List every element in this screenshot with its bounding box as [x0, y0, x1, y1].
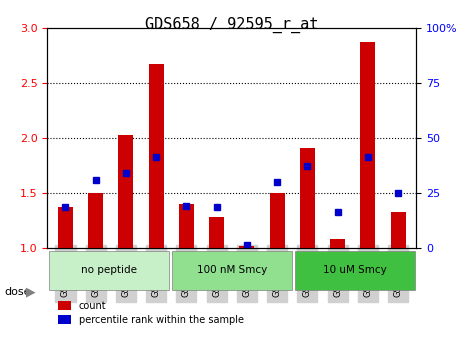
- Text: no peptide: no peptide: [81, 265, 137, 275]
- Text: 100 nM Smcy: 100 nM Smcy: [197, 265, 267, 275]
- Text: 10 uM Smcy: 10 uM Smcy: [323, 265, 386, 275]
- Bar: [58, 315, 71, 324]
- Bar: [58, 301, 71, 310]
- Text: ▶: ▶: [26, 285, 35, 298]
- Text: count: count: [79, 301, 106, 311]
- Text: GDS658 / 92595_r_at: GDS658 / 92595_r_at: [145, 17, 318, 33]
- Bar: [360, 42, 376, 248]
- Text: dose: dose: [5, 287, 31, 296]
- Bar: [239, 246, 254, 248]
- FancyBboxPatch shape: [172, 250, 292, 290]
- Bar: [179, 204, 194, 248]
- Bar: [118, 135, 133, 248]
- Bar: [300, 148, 315, 248]
- Text: percentile rank within the sample: percentile rank within the sample: [79, 315, 244, 325]
- Bar: [391, 212, 406, 248]
- Bar: [149, 64, 164, 248]
- Bar: [88, 193, 103, 248]
- Bar: [270, 193, 285, 248]
- FancyBboxPatch shape: [295, 250, 415, 290]
- Bar: [330, 239, 345, 248]
- Bar: [209, 217, 224, 248]
- Bar: [58, 207, 73, 248]
- FancyBboxPatch shape: [49, 250, 169, 290]
